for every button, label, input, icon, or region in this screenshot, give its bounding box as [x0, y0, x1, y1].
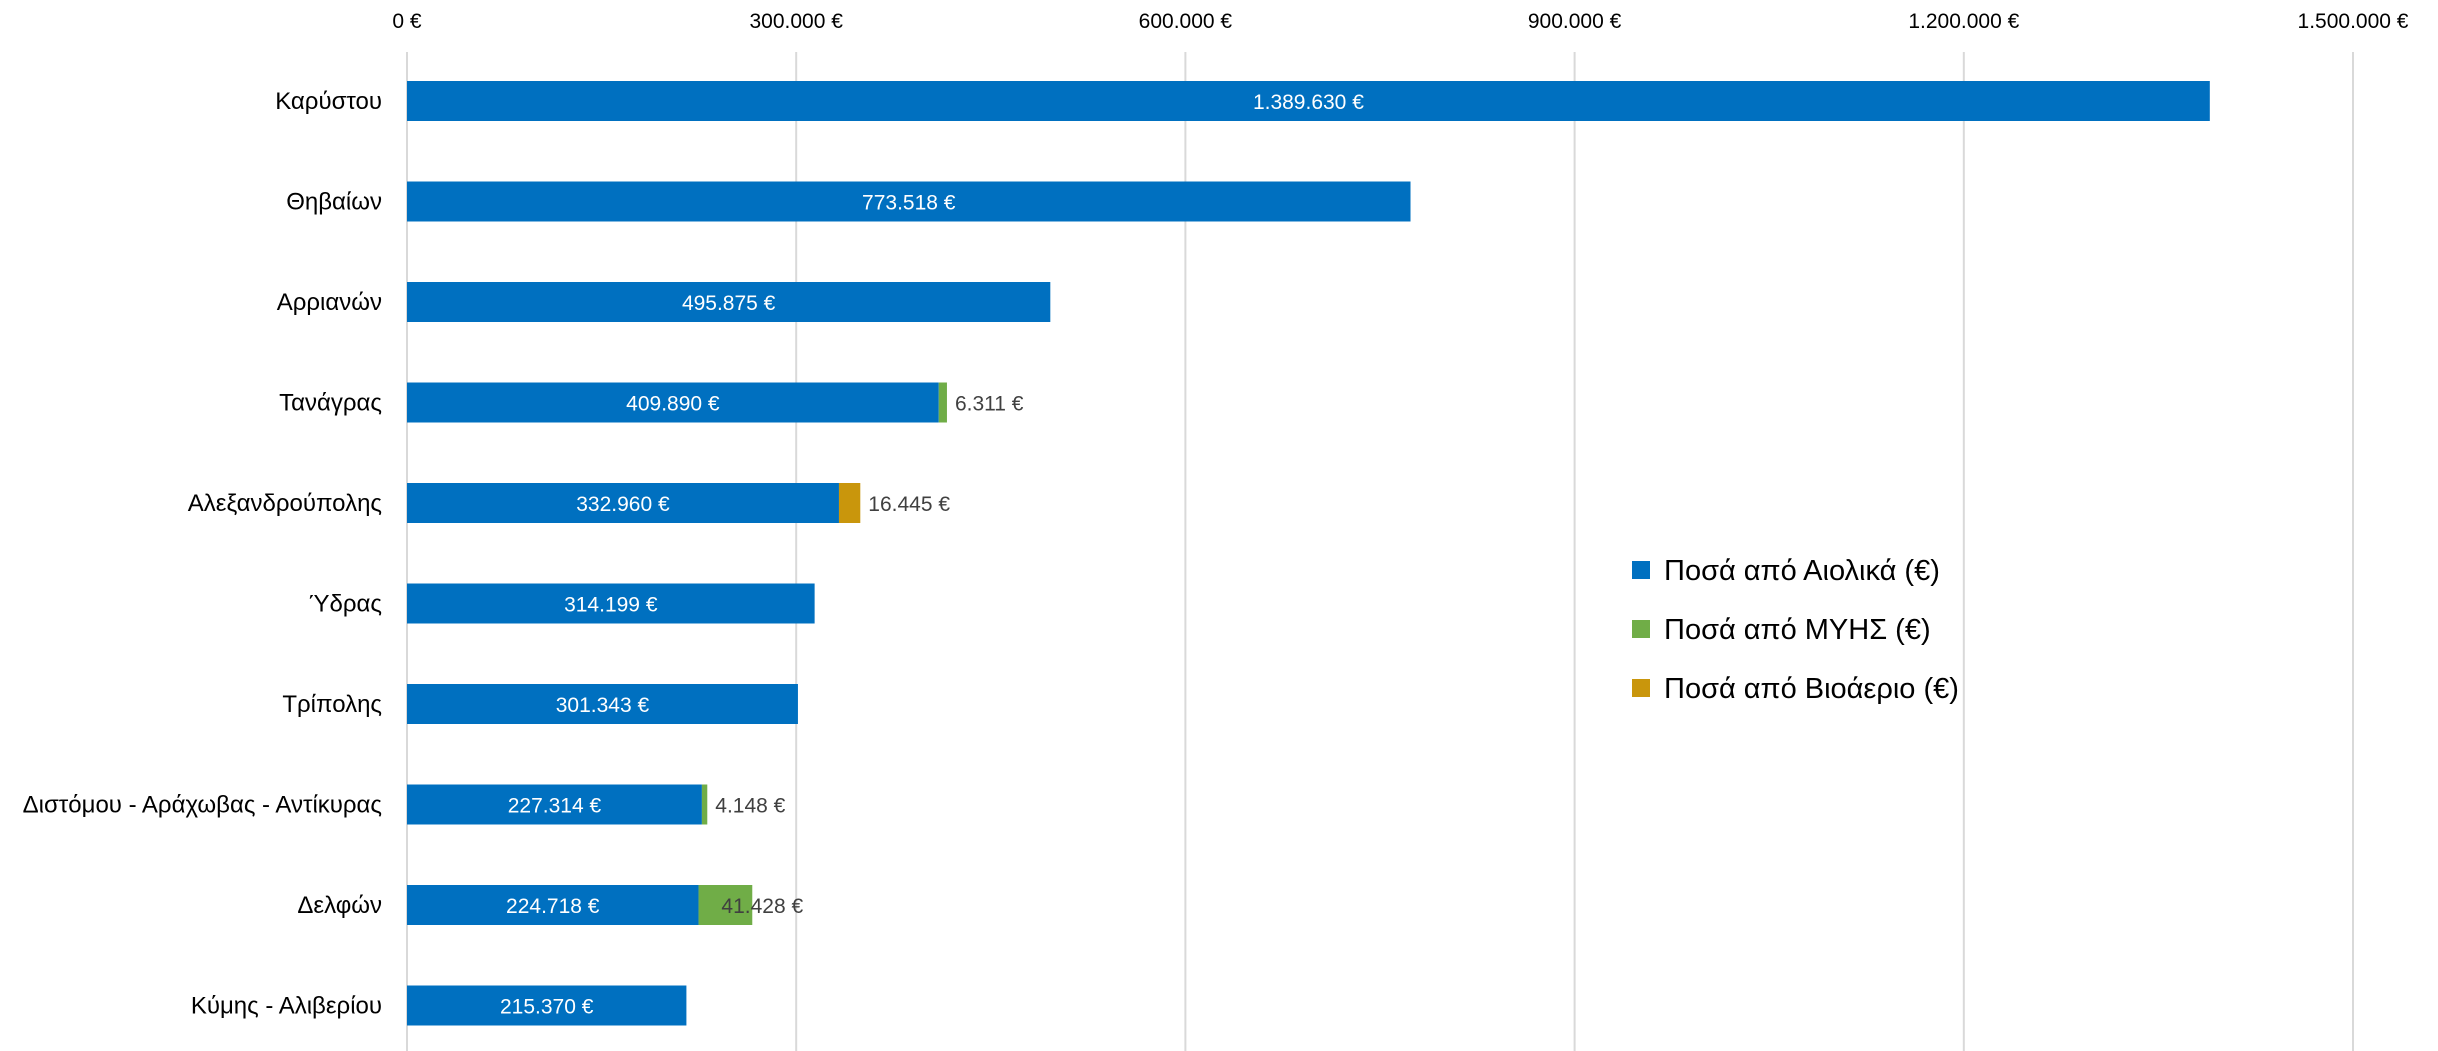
bar-segment — [407, 483, 839, 523]
bar-segment — [407, 885, 699, 925]
category-label: Ύδρας — [309, 591, 382, 618]
legend-label: Ποσά από Αιολικά (€) — [1664, 555, 1940, 587]
data-label: 215.370 € — [500, 996, 594, 1019]
category-label: Τανάγρας — [279, 390, 382, 417]
data-label: 409.890 € — [626, 393, 720, 416]
data-label: 495.875 € — [682, 292, 776, 315]
data-label: 6.311 € — [955, 393, 1024, 416]
category-label: Κύμης - Αλιβερίου — [191, 993, 382, 1020]
bar-segment — [407, 684, 798, 724]
bar-segment — [407, 382, 939, 423]
legend-swatch — [1632, 561, 1650, 579]
category-label: Διστόμου - Αράχωβας - Αντίκυρας — [23, 792, 382, 819]
legend-label: Ποσά από Βιοάεριο (€) — [1664, 673, 1959, 705]
legend-label: Ποσά από ΜΥΗΣ (€) — [1664, 614, 1931, 646]
bar-segment — [407, 583, 815, 624]
bars — [407, 81, 2210, 1026]
bar-segment — [698, 885, 753, 925]
data-label: 4.148 € — [715, 795, 785, 818]
data-label: 16.445 € — [868, 493, 950, 516]
data-label: 314.199 € — [564, 594, 658, 617]
x-axis-ticks: 0 € 300.000 € 600.000 € 900.000 € 1.200.000 … — [392, 10, 2408, 33]
legend-swatch — [1632, 679, 1650, 697]
bar-segment — [407, 81, 2210, 121]
data-label: 41.428 € — [721, 895, 803, 918]
category-label: Καρύστου — [275, 88, 382, 115]
data-labels: 1.389.630 € 773.518 € 495.875 € 409.890 € 6.… — [500, 91, 1364, 1019]
data-label: 301.343 € — [556, 694, 650, 717]
data-label: 1.389.630 € — [1253, 91, 1364, 114]
data-label: 773.518 € — [862, 192, 956, 215]
data-label: 227.314 € — [508, 795, 602, 818]
x-tick-label: 0 € — [392, 10, 422, 33]
category-label: Τρίπολης — [282, 691, 382, 718]
category-label: Δελφών — [297, 892, 382, 919]
bar-segment — [407, 985, 687, 1026]
x-tick-label: 1.500.000 € — [2298, 10, 2409, 33]
x-tick-label: 1.200.000 € — [1908, 10, 2019, 33]
legend: Ποσά από Αιολικά (€) Ποσά από ΜΥΗΣ (€) Ποσ… — [1632, 555, 1959, 705]
category-label: Αλεξανδρούπολης — [188, 490, 382, 517]
bar-segment — [701, 784, 708, 825]
x-tick-label: 300.000 € — [749, 10, 843, 33]
bar-segment — [838, 483, 861, 523]
x-tick-label: 600.000 € — [1139, 10, 1233, 33]
category-label: Αρριανών — [277, 289, 382, 316]
data-label: 224.718 € — [506, 895, 600, 918]
category-label: Θηβαίων — [286, 189, 382, 216]
category-labels: Καρύστου Θηβαίων Αρριανών Τανάγρας Αλεξανδρο… — [23, 88, 382, 1020]
x-tick-label: 900.000 € — [1528, 10, 1622, 33]
legend-swatch — [1632, 620, 1650, 638]
bar-segment — [407, 784, 702, 825]
bar-segment — [407, 282, 1051, 322]
bar-segment — [407, 181, 1411, 222]
data-label: 332.960 € — [576, 493, 670, 516]
bar-segment — [938, 382, 947, 423]
